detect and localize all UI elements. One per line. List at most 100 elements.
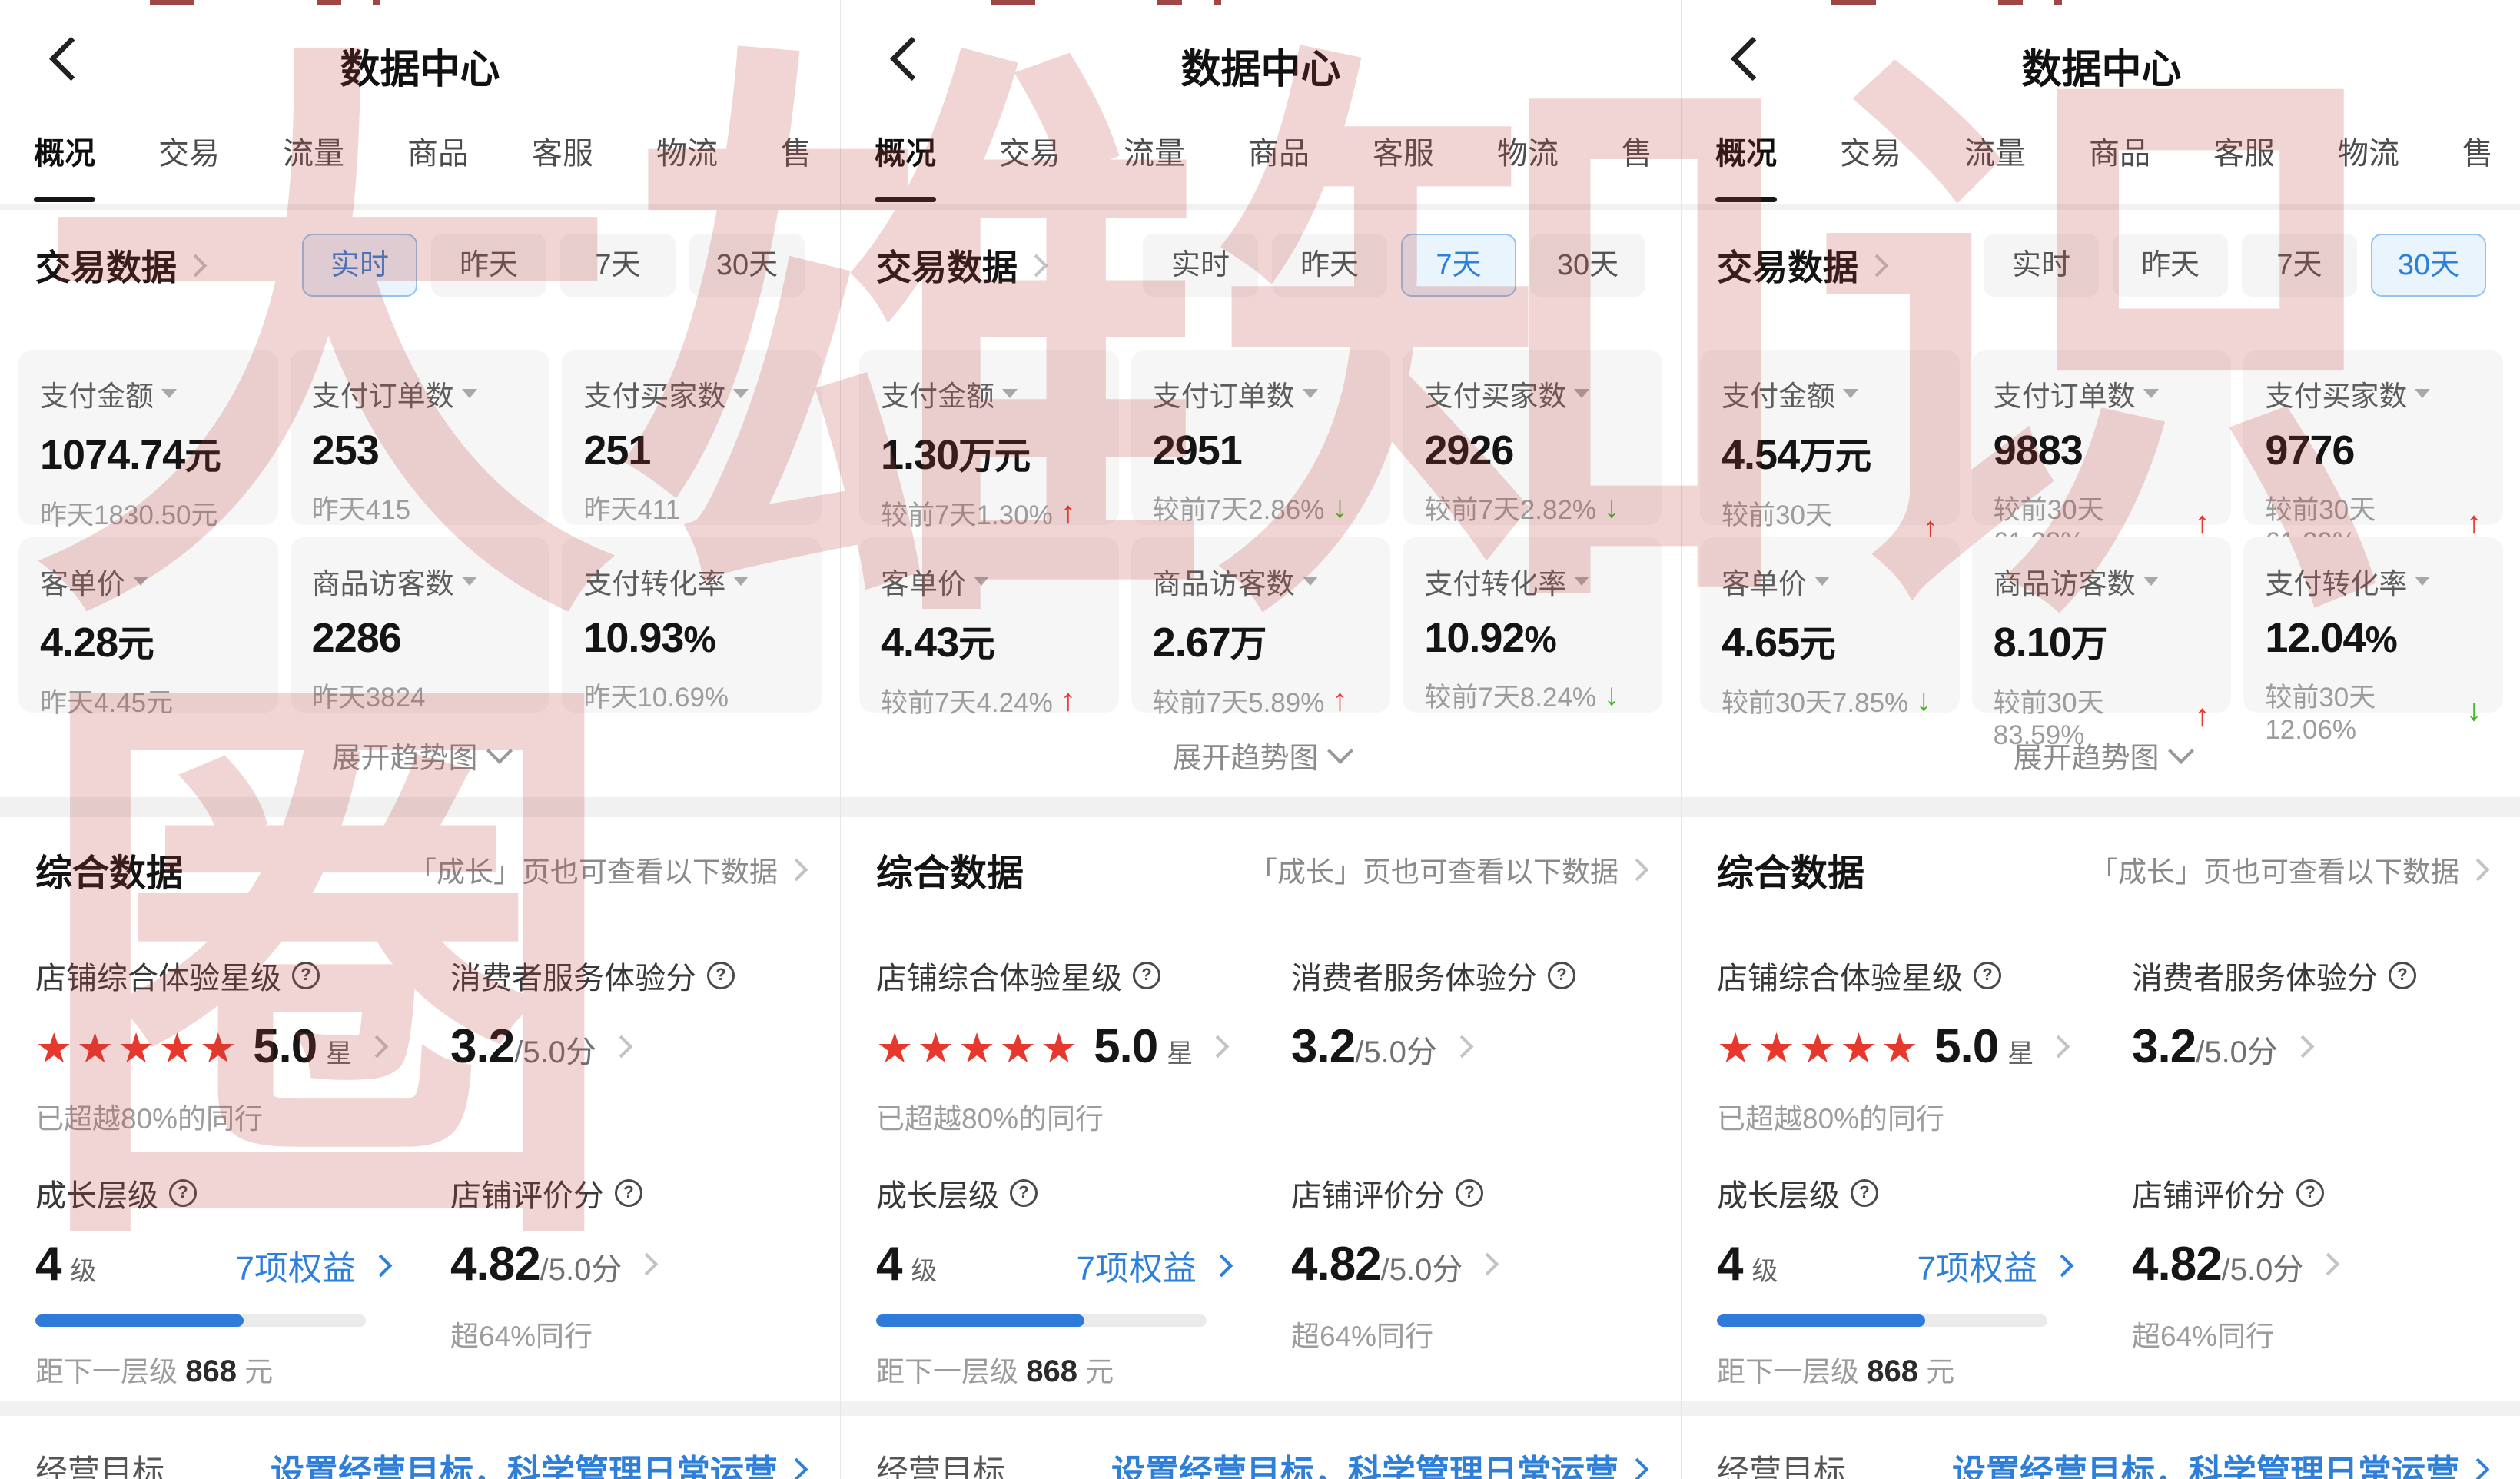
- metric-card-pay-conversion[interactable]: 支付转化率 10.93% 昨天10.69%: [562, 537, 822, 713]
- help-icon[interactable]: [707, 962, 735, 989]
- metric-compare: 较前30天83.59%: [1993, 688, 2104, 750]
- metric-card-product-visitors[interactable]: 商品访客数 2.67万 较前7天5.89% ↑: [1131, 537, 1391, 718]
- help-icon[interactable]: [1133, 962, 1160, 989]
- expand-trend-button[interactable]: 展开趋势图: [0, 713, 840, 797]
- benefits-link[interactable]: 7项权益: [1077, 1241, 1233, 1290]
- metric-card-pay-orders[interactable]: 支付订单数 9883 较前30天61.28%↑: [1971, 350, 2232, 557]
- shop-rating-block[interactable]: 店铺评价分 4.82 /5.0分 超64%同行: [450, 1171, 805, 1390]
- metric-card-avg-order-value[interactable]: 客单价 4.43元 较前7天4.24% ↑: [859, 537, 1119, 718]
- tab-overview[interactable]: 概况: [875, 137, 936, 171]
- filter-7days[interactable]: 7天: [560, 234, 676, 297]
- help-icon[interactable]: [1548, 962, 1575, 989]
- tab-aftersale[interactable]: 售: [781, 137, 812, 171]
- metric-card-pay-buyers[interactable]: 支付买家数 9776 较前30天61.29%↑: [2243, 350, 2503, 557]
- metric-card-pay-conversion[interactable]: 支付转化率 10.92% 较前7天8.24% ↓: [1403, 537, 1662, 713]
- tab-overview[interactable]: 概况: [34, 137, 95, 171]
- section-title-trade-data[interactable]: 交易数据: [876, 248, 1018, 287]
- growth-page-link[interactable]: 「成长」页也可查看以下数据: [408, 849, 808, 890]
- expand-trend-button[interactable]: 展开趋势图: [841, 713, 1681, 797]
- filter-yesterday[interactable]: 昨天: [2113, 234, 2228, 297]
- metric-card-avg-order-value[interactable]: 客单价 4.28元 昨天4.45元: [18, 537, 278, 718]
- set-goal-link[interactable]: 设置经营目标，科学管理日常运营: [1952, 1444, 2490, 1479]
- shop-experience-star-block[interactable]: 店铺综合体验星级 ★★★★★ 5.0 星 已超越80%的同行: [35, 953, 420, 1137]
- divider: [1682, 204, 2520, 210]
- help-icon[interactable]: [615, 1179, 642, 1207]
- caret-down-icon: [2415, 577, 2431, 586]
- section-divider: [0, 797, 840, 817]
- tab-trade[interactable]: 交易: [999, 137, 1061, 171]
- growth-level-block[interactable]: 成长层级 4 级 7项权益 距下一层级 868 元: [1717, 1171, 2101, 1390]
- tab-overview[interactable]: 概况: [1715, 137, 1777, 171]
- benefits-link[interactable]: 7项权益: [1917, 1241, 2074, 1290]
- metric-card-pay-buyers[interactable]: 支付买家数 251 昨天411: [562, 350, 822, 525]
- filter-30days[interactable]: 30天: [1530, 234, 1645, 297]
- section-title-summary: 综合数据: [35, 853, 184, 894]
- filter-30days[interactable]: 30天: [689, 234, 805, 297]
- filter-yesterday[interactable]: 昨天: [1272, 234, 1387, 297]
- shop-experience-star-block[interactable]: 店铺综合体验星级 ★★★★★ 5.0 星 已超越80%的同行: [876, 953, 1260, 1137]
- metric-card-pay-amount[interactable]: 支付金额 1074.74元 昨天1830.50元: [18, 350, 278, 530]
- growth-level-block[interactable]: 成长层级 4 级 7项权益 距下一层级 868 元: [876, 1171, 1260, 1390]
- metric-card-avg-order-value[interactable]: 客单价 4.65元 较前30天7.85% ↓: [1700, 537, 1960, 718]
- filter-7days[interactable]: 7天: [1401, 234, 1516, 297]
- tab-traffic[interactable]: 流量: [1124, 137, 1185, 171]
- tab-traffic[interactable]: 流量: [283, 137, 344, 171]
- divider: [0, 204, 840, 210]
- tab-aftersale[interactable]: 售: [2462, 137, 2493, 171]
- filter-realtime[interactable]: 实时: [1984, 234, 2099, 297]
- help-icon[interactable]: [2389, 962, 2416, 989]
- tab-service[interactable]: 客服: [2213, 137, 2275, 171]
- benefits-link[interactable]: 7项权益: [236, 1241, 393, 1290]
- consumer-service-score-block[interactable]: 消费者服务体验分 3.2 /5.0分: [2132, 953, 2486, 1137]
- tab-traffic[interactable]: 流量: [1964, 137, 2026, 171]
- tab-products[interactable]: 商品: [2089, 137, 2150, 171]
- growth-page-link[interactable]: 「成长」页也可查看以下数据: [2090, 849, 2490, 890]
- help-icon[interactable]: [1851, 1179, 1878, 1207]
- filter-yesterday[interactable]: 昨天: [431, 234, 546, 297]
- filter-30days[interactable]: 30天: [2371, 234, 2486, 297]
- metric-card-product-visitors[interactable]: 商品访客数 8.10万 较前30天83.59% ↑: [1971, 537, 2232, 750]
- growth-level-block[interactable]: 成长层级 4 级 7项权益 距下一层级 868 元: [35, 1171, 420, 1390]
- metric-card-pay-conversion[interactable]: 支付转化率 12.04% 较前30天12.06% ↓: [2243, 537, 2503, 745]
- tab-logistics[interactable]: 物流: [2338, 137, 2399, 171]
- metric-card-pay-amount[interactable]: 支付金额 1.30万元 较前7天1.30% ↑: [859, 350, 1119, 530]
- section-title-trade-data[interactable]: 交易数据: [1717, 248, 1858, 287]
- set-goal-link[interactable]: 设置经营目标，科学管理日常运营: [1111, 1444, 1649, 1479]
- help-icon[interactable]: [1974, 962, 2001, 989]
- tab-products[interactable]: 商品: [1248, 137, 1310, 171]
- help-icon[interactable]: [292, 962, 320, 989]
- metric-card-pay-amount[interactable]: 支付金额 4.54万元 较前30天48.64%↑: [1700, 350, 1960, 563]
- metric-card-product-visitors[interactable]: 商品访客数 2286 昨天3824: [290, 537, 550, 713]
- star-rating-icons: ★★★★★: [1717, 1025, 1923, 1072]
- help-icon[interactable]: [2296, 1179, 2324, 1207]
- section-title-trade-data[interactable]: 交易数据: [35, 248, 177, 287]
- metric-label: 支付转化率: [1424, 568, 1567, 600]
- tab-logistics[interactable]: 物流: [656, 137, 718, 171]
- set-goal-link[interactable]: 设置经营目标，科学管理日常运营: [271, 1444, 808, 1479]
- filter-7days[interactable]: 7天: [2242, 234, 2357, 297]
- tab-aftersale[interactable]: 售: [1622, 137, 1652, 171]
- shop-rating-block[interactable]: 店铺评价分 4.82 /5.0分 超64%同行: [1291, 1171, 1645, 1390]
- tab-products[interactable]: 商品: [407, 137, 469, 171]
- help-icon[interactable]: [1010, 1179, 1038, 1207]
- consumer-service-score-block[interactable]: 消费者服务体验分 3.2 /5.0分: [1291, 953, 1645, 1137]
- shop-rating-block[interactable]: 店铺评价分 4.82 /5.0分 超64%同行: [2132, 1171, 2486, 1390]
- tab-service[interactable]: 客服: [532, 137, 593, 171]
- filter-realtime[interactable]: 实时: [1143, 234, 1258, 297]
- tab-trade[interactable]: 交易: [158, 137, 220, 171]
- tab-service[interactable]: 客服: [1373, 137, 1434, 171]
- help-icon[interactable]: [169, 1179, 197, 1207]
- caret-down-icon: [733, 577, 749, 586]
- tab-logistics[interactable]: 物流: [1497, 137, 1559, 171]
- help-icon[interactable]: [1456, 1179, 1483, 1207]
- metric-card-pay-orders[interactable]: 支付订单数 253 昨天415: [290, 350, 550, 525]
- filter-realtime[interactable]: 实时: [302, 234, 417, 297]
- tab-trade[interactable]: 交易: [1840, 137, 1901, 171]
- metric-card-pay-buyers[interactable]: 支付买家数 2926 较前7天2.82% ↓: [1403, 350, 1662, 525]
- growth-page-link[interactable]: 「成长」页也可查看以下数据: [1249, 849, 1649, 890]
- shop-experience-star-block[interactable]: 店铺综合体验星级 ★★★★★ 5.0 星 已超越80%的同行: [1717, 953, 2101, 1137]
- expand-trend-button[interactable]: 展开趋势图: [1682, 713, 2520, 797]
- consumer-service-score-block[interactable]: 消费者服务体验分 3.2 /5.0分: [450, 953, 805, 1137]
- metric-card-pay-orders[interactable]: 支付订单数 2951 较前7天2.86% ↓: [1131, 350, 1391, 525]
- page-title: 数据中心: [2021, 48, 2182, 92]
